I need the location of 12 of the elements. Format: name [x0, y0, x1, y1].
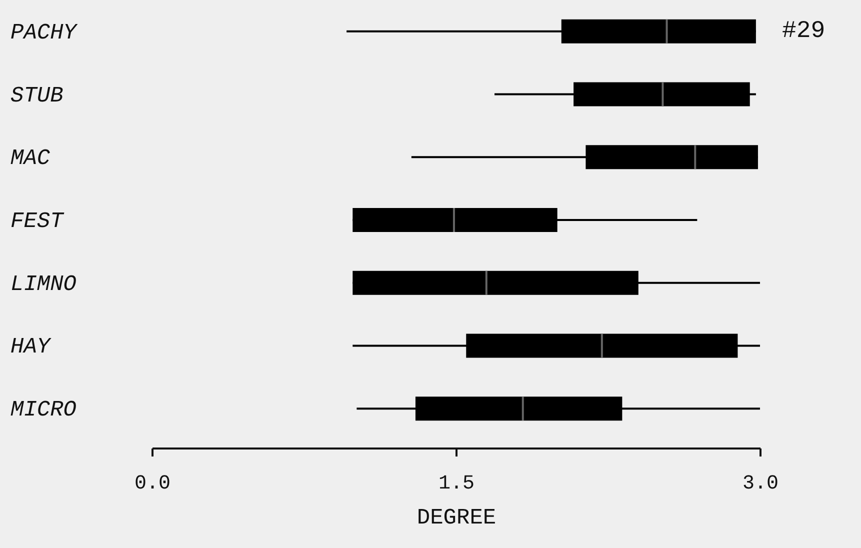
x-axis-title: DEGREE [416, 506, 496, 530]
y-tick-label: HAY [10, 334, 52, 360]
text: #29 [782, 18, 826, 45]
y-tick-label: PACHY [10, 20, 78, 46]
y-tick-label: STUB [10, 83, 64, 108]
y-tick-label: MAC [10, 146, 51, 172]
x-tick-label: 0.0 [134, 472, 171, 496]
y-tick-label: FEST [10, 209, 66, 234]
y-tick-label: LIMNO [10, 272, 77, 297]
x-tick-label: 1.5 [438, 472, 475, 496]
x-tick-label: 3.0 [742, 472, 779, 496]
y-tick-label: MICRO [10, 398, 77, 423]
